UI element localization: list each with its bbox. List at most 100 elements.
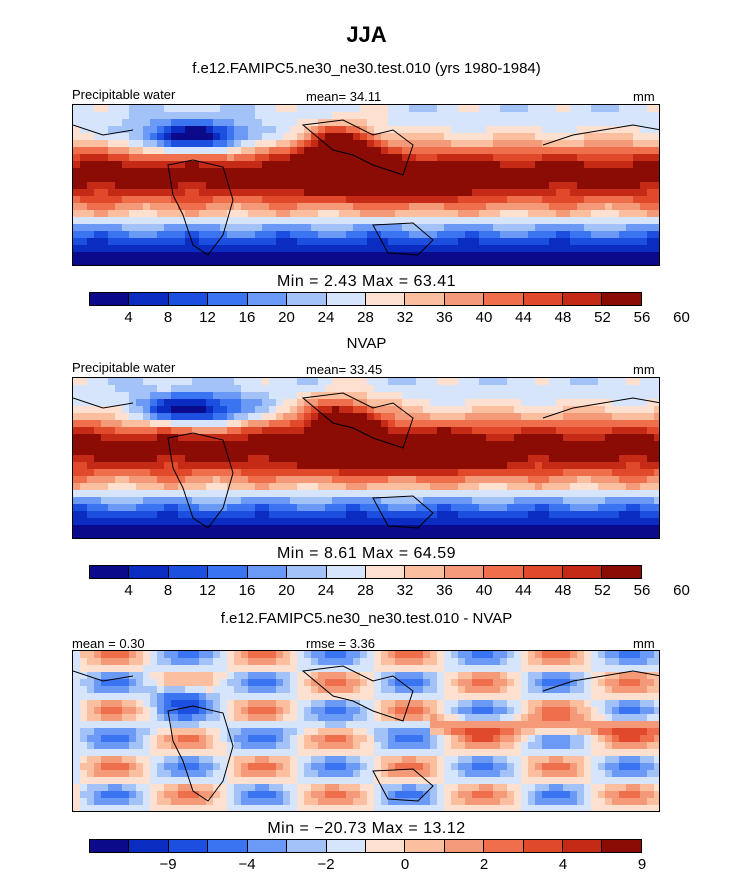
colorbar-tick-label: 60 xyxy=(673,582,690,599)
colorbar-tick-label: 8 xyxy=(163,309,173,326)
colorbar-swatch xyxy=(444,566,485,578)
colorbar-swatch xyxy=(129,840,169,852)
colorbar-swatch xyxy=(365,566,406,578)
colorbar-tick-label: 32 xyxy=(396,309,414,326)
colorbar-swatch xyxy=(602,840,641,852)
panel-3-colorbar xyxy=(89,839,642,853)
colorbar-tick-label: 4 xyxy=(124,309,133,326)
colorbar-swatch xyxy=(484,566,524,578)
panel-2-variable-label: Precipitable water xyxy=(72,360,176,375)
panel-3-map xyxy=(72,650,660,812)
panel-2-min-max: Min = 8.61 Max = 64.59 xyxy=(276,545,457,562)
panel-1-min-max: Min = 2.43 Max = 63.41 xyxy=(276,273,457,290)
colorbar-swatch xyxy=(484,840,524,852)
colorbar-tick-label: −9 xyxy=(159,856,177,873)
colorbar-tick-label: 9 xyxy=(637,856,647,873)
colorbar-swatch xyxy=(129,293,169,305)
colorbar-tick-label: 28 xyxy=(357,309,374,326)
colorbar-tick-label: 16 xyxy=(238,309,256,326)
colorbar-swatch xyxy=(563,293,603,305)
colorbar-tick-label: 28 xyxy=(357,582,374,599)
panel-3-field-svg xyxy=(73,651,659,811)
panel-1-colorbar xyxy=(89,292,642,306)
colorbar-tick-label: 44 xyxy=(515,582,532,599)
colorbar-swatch xyxy=(168,840,209,852)
colorbar-swatch xyxy=(484,293,524,305)
colorbar-swatch xyxy=(405,566,445,578)
panel-3-mean-label: mean = 0.30 xyxy=(72,636,145,651)
panel-1-field-svg xyxy=(73,105,659,265)
colorbar-swatch xyxy=(405,293,445,305)
panel-2-title: NVAP xyxy=(346,335,387,352)
colorbar-tick-label: 12 xyxy=(199,309,216,326)
colorbar-swatch xyxy=(247,840,288,852)
panel-2-colorbar xyxy=(89,565,642,579)
panel-1-mean-label: mean= 34.11 xyxy=(306,89,382,104)
colorbar-tick-label: 16 xyxy=(238,582,256,599)
colorbar-swatch xyxy=(326,566,366,578)
colorbar-tick-label: 52 xyxy=(594,309,611,326)
panel-1-map xyxy=(72,104,660,266)
panel-3-title: f.e12.FAMIPC5.ne30_ne30.test.010 - NVAP xyxy=(220,610,513,627)
panel-3-rmse-label: rmse = 3.36 xyxy=(306,636,376,651)
colorbar-tick-label: 32 xyxy=(396,582,414,599)
colorbar-tick-label: 24 xyxy=(317,582,335,599)
colorbar-tick-label: 52 xyxy=(594,582,611,599)
colorbar-swatch xyxy=(90,566,130,578)
colorbar-tick-label: 60 xyxy=(673,309,690,326)
colorbar-tick-label: 8 xyxy=(163,582,173,599)
colorbar-tick-label: 4 xyxy=(124,582,133,599)
colorbar-tick-label: 48 xyxy=(554,309,572,326)
colorbar-swatch xyxy=(602,293,641,305)
colorbar-swatch xyxy=(247,293,288,305)
colorbar-swatch xyxy=(90,840,130,852)
colorbar-swatch xyxy=(523,293,564,305)
panel-1-colorbar-ticks: 4 8 12 16 20 24 28 32 36 40 44 48 52 56 60 xyxy=(89,309,690,329)
colorbar-tick-label: 40 xyxy=(475,582,493,599)
colorbar-swatch xyxy=(523,840,564,852)
colorbar-tick-label: 48 xyxy=(554,582,572,599)
colorbar-swatch xyxy=(247,566,288,578)
colorbar-tick-label: 40 xyxy=(475,309,493,326)
colorbar-tick-label: 56 xyxy=(633,582,651,599)
colorbar-tick-label: 20 xyxy=(278,309,295,326)
colorbar-swatch xyxy=(287,840,327,852)
panel-1-title: f.e12.FAMIPC5.ne30_ne30.test.010 (yrs 19… xyxy=(192,60,541,77)
colorbar-tick-label: 24 xyxy=(317,309,335,326)
panel-1-variable-label: Precipitable water xyxy=(72,87,176,102)
colorbar-tick-label: 12 xyxy=(199,582,216,599)
colorbar-tick-label: −2 xyxy=(317,856,335,873)
colorbar-tick-label: 56 xyxy=(633,309,651,326)
colorbar-tick-label: 36 xyxy=(436,309,453,326)
colorbar-swatch xyxy=(287,293,327,305)
colorbar-swatch xyxy=(602,566,641,578)
colorbar-swatch xyxy=(129,566,169,578)
colorbar-tick-label: 20 xyxy=(278,582,295,599)
colorbar-tick-label: 2 xyxy=(479,856,489,873)
colorbar-swatch xyxy=(563,840,603,852)
colorbar-swatch xyxy=(326,293,366,305)
colorbar-swatch xyxy=(563,566,603,578)
colorbar-swatch xyxy=(365,293,406,305)
panel-2-map xyxy=(72,377,660,539)
colorbar-tick-label: 36 xyxy=(436,582,453,599)
colorbar-swatch xyxy=(326,840,366,852)
colorbar-swatch xyxy=(90,293,130,305)
colorbar-swatch xyxy=(208,566,248,578)
colorbar-tick-label: 44 xyxy=(515,309,532,326)
colorbar-swatch xyxy=(444,293,485,305)
colorbar-swatch xyxy=(523,566,564,578)
panel-1-units-label: mm xyxy=(633,89,655,104)
colorbar-swatch xyxy=(444,840,485,852)
panel-3-colorbar-ticks: −9 −4 −2 0 2 4 9 xyxy=(89,856,646,876)
colorbar-swatch xyxy=(168,293,209,305)
colorbar-swatch xyxy=(208,840,248,852)
panel-2-colorbar-ticks: 4 8 12 16 20 24 28 32 36 40 44 48 52 56 60 xyxy=(89,582,690,602)
panel-3-units-label: mm xyxy=(633,636,655,651)
panel-3-min-max: Min = −20.73 Max = 13.12 xyxy=(267,820,466,837)
colorbar-tick-label: 4 xyxy=(558,856,568,873)
colorbar-swatch xyxy=(208,293,248,305)
figure-title: JJA xyxy=(346,22,387,47)
colorbar-tick-label: −4 xyxy=(238,856,256,873)
colorbar-swatch xyxy=(168,566,209,578)
